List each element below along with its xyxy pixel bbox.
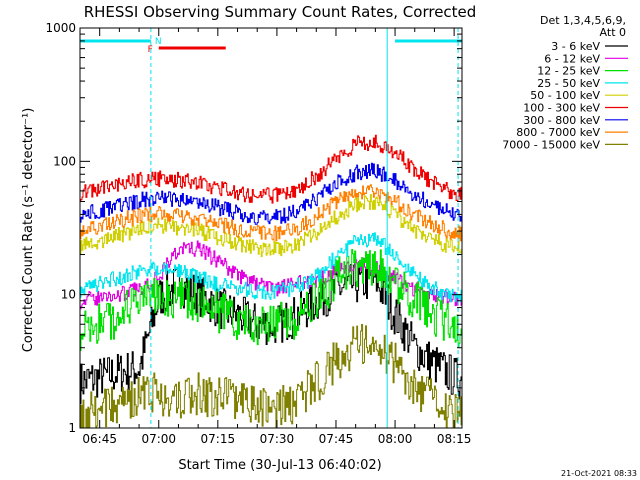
x-tick-label: 07:45 xyxy=(319,432,354,446)
y-tick-label: 100 xyxy=(53,154,76,168)
legend-label: 6 - 12 keV xyxy=(544,52,600,65)
x-tick-label: 07:30 xyxy=(260,432,295,446)
x-tick-label: 08:15 xyxy=(437,432,472,446)
legend-label: 3 - 6 keV xyxy=(551,40,600,53)
series-line xyxy=(80,184,463,242)
series-line xyxy=(80,249,463,351)
plot-frame xyxy=(79,27,463,429)
legend-label: 25 - 50 keV xyxy=(537,77,600,90)
legend-label: 7000 - 15000 keV xyxy=(502,138,600,151)
x-tick-label: 06:45 xyxy=(82,432,117,446)
legend-label: 800 - 7000 keV xyxy=(516,126,600,139)
series-line xyxy=(80,194,463,258)
legend-label: 50 - 100 keV xyxy=(530,89,600,102)
x-tick-label: 08:00 xyxy=(378,432,413,446)
chart-title: RHESSI Observing Summary Count Rates, Co… xyxy=(84,3,477,21)
timestamp: 21-Oct-2021 08:33 xyxy=(561,469,637,478)
legend-header: Det 1,3,4,5,6,9, xyxy=(540,14,626,27)
y-tick-label: 1 xyxy=(68,421,76,435)
legend-label: 100 - 300 keV xyxy=(523,102,600,115)
series-line xyxy=(80,134,463,204)
legend-label: 12 - 25 keV xyxy=(537,65,600,78)
series-line xyxy=(80,232,463,303)
axes: 06:45 07:00 07:15 07:30 07:45 08:00 08:15 1 10 10… xyxy=(45,21,471,446)
flag-label: F xyxy=(148,45,153,55)
y-tick-label: 1000 xyxy=(45,21,76,35)
series-line xyxy=(80,324,463,429)
x-tick-label: 07:00 xyxy=(141,432,176,446)
flag-label: N xyxy=(155,37,162,47)
y-axis-label: Corrected Count Rate (s⁻¹ detector⁻¹) xyxy=(21,108,36,353)
legend-header: Att 0 xyxy=(600,26,626,39)
y-tick-label: 10 xyxy=(61,288,76,302)
series-line xyxy=(80,162,463,225)
legend-label: 300 - 800 keV xyxy=(523,114,600,127)
x-tick-label: 07:15 xyxy=(201,432,236,446)
series-lines: FN xyxy=(80,28,463,429)
x-axis-label: Start Time (30-Jul-13 06:40:02) xyxy=(178,458,381,473)
